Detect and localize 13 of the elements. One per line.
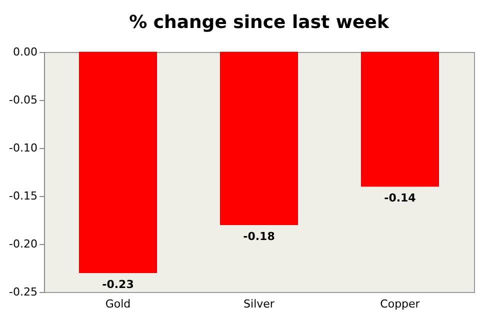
y-tick-label: 0.00 xyxy=(13,46,38,58)
x-tick-label: Gold xyxy=(105,298,131,310)
data-label: -0.14 xyxy=(384,191,416,204)
y-tick-label: -0.20 xyxy=(9,238,38,250)
y-tick-label: -0.15 xyxy=(9,190,38,202)
x-tick-label: Silver xyxy=(244,298,275,310)
y-tick-label: -0.05 xyxy=(9,94,38,106)
y-tick-label: -0.25 xyxy=(9,286,38,298)
x-tick-label: Copper xyxy=(380,298,420,310)
data-label: -0.23 xyxy=(102,278,134,291)
data-label: -0.18 xyxy=(243,230,275,243)
y-tick-label: -0.10 xyxy=(9,142,38,154)
chart-title: % change since last week xyxy=(129,12,390,33)
